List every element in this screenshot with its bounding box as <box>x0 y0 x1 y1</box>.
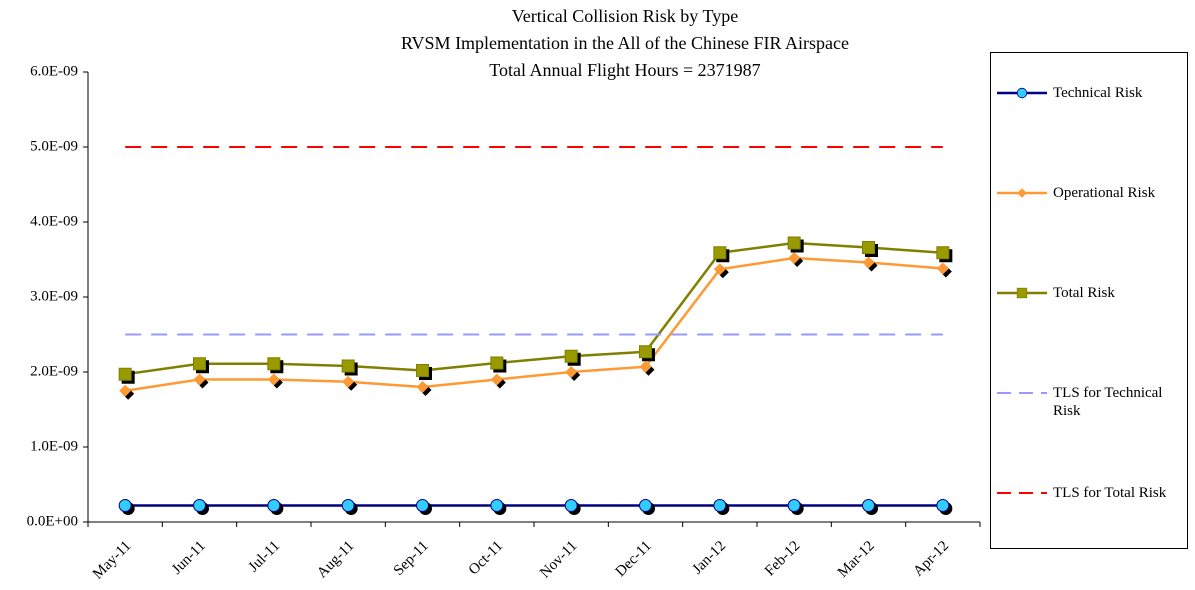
point <box>341 359 355 373</box>
x-tick-label: Jun-11 <box>169 538 209 578</box>
point <box>267 357 281 371</box>
legend-marker <box>1017 188 1027 198</box>
y-tick-label: 6.0E-09 <box>30 63 78 79</box>
series-line <box>124 241 943 376</box>
point <box>490 356 504 370</box>
point <box>193 499 206 512</box>
legend-marker <box>1016 287 1028 299</box>
point <box>490 373 503 386</box>
chart-title: Vertical Collision Risk by Type <box>512 6 738 26</box>
point <box>787 236 801 250</box>
point <box>936 246 950 260</box>
point <box>936 499 950 512</box>
x-tick-label: Mar-12 <box>835 538 878 581</box>
legend-label: TLS for Technical Risk <box>1053 385 1163 419</box>
chart-title: Total Annual Flight Hours = 2371987 <box>489 60 760 80</box>
x-tick-label: Nov-11 <box>537 538 580 581</box>
y-tick-label: 5.0E-09 <box>30 138 78 154</box>
point <box>639 345 652 359</box>
point <box>416 381 429 393</box>
point <box>342 375 355 388</box>
point <box>416 499 429 512</box>
point <box>862 256 875 269</box>
legend-symbols <box>997 87 1047 494</box>
x-tick-label: May-11 <box>90 538 135 583</box>
y-tick-label: 4.0E-09 <box>30 213 78 229</box>
y-tick-label: 1.0E-09 <box>30 438 78 454</box>
point <box>267 499 281 512</box>
point <box>936 262 949 275</box>
legend-label: Technical Risk <box>1053 85 1143 101</box>
point <box>639 499 652 512</box>
x-tick-label: Feb-12 <box>762 538 803 579</box>
y-tick-label: 3.0E-09 <box>30 288 78 304</box>
x-tick-label: Jan-12 <box>689 538 729 578</box>
legend: Technical Risk Operational Risk Total Risk… <box>990 52 1188 549</box>
x-tick-label: Aug-11 <box>314 538 357 581</box>
point <box>564 349 578 363</box>
point <box>193 373 206 386</box>
legend-label: Operational Risk <box>1053 185 1156 201</box>
point <box>564 499 578 512</box>
point <box>118 367 132 381</box>
point <box>416 364 429 377</box>
point <box>862 499 875 512</box>
legend-marker <box>1016 87 1028 99</box>
point <box>267 373 280 386</box>
y-tick-label: 0.0E+00 <box>27 513 78 529</box>
point <box>713 263 726 276</box>
point <box>862 241 875 254</box>
legend-label: Total Risk <box>1053 285 1115 301</box>
series-line <box>124 256 943 392</box>
point <box>787 499 801 512</box>
x-tick-label: Jul-11 <box>246 538 283 575</box>
point <box>639 360 652 373</box>
point <box>341 499 355 512</box>
x-tick-label: Sep-11 <box>391 538 432 579</box>
point <box>713 499 727 512</box>
point <box>193 357 206 371</box>
x-tick-label: Oct-11 <box>466 538 506 578</box>
legend-label: TLS for Total Risk <box>1053 485 1167 501</box>
point <box>118 499 132 512</box>
point <box>490 499 504 512</box>
chart-title: RVSM Implementation in the All of the Ch… <box>401 33 849 53</box>
point <box>119 384 132 397</box>
point <box>713 246 727 260</box>
x-tick-label: Dec-11 <box>613 538 655 580</box>
point <box>565 366 578 378</box>
point <box>788 252 801 264</box>
x-tick-label: Apr-12 <box>910 538 952 580</box>
y-tick-label: 2.0E-09 <box>30 363 78 379</box>
